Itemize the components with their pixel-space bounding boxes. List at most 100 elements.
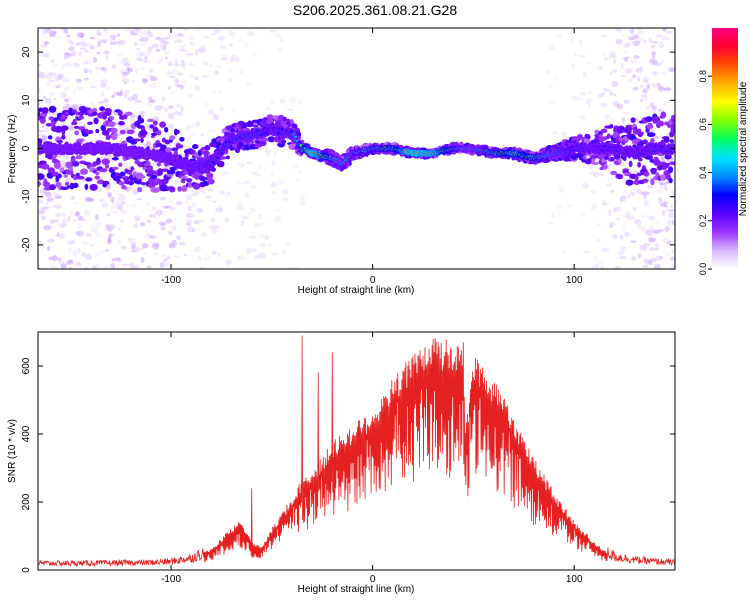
spectrogram-noise-speck — [75, 262, 82, 267]
spectrogram-noise-speck — [619, 234, 624, 240]
spectrogram-noise-speck — [668, 208, 675, 213]
spectrogram-noise-speck — [207, 198, 212, 203]
spectrogram-noise-speck — [213, 69, 220, 75]
spectrogram-noise-speck — [209, 224, 217, 230]
spectrogram-blob — [189, 149, 196, 154]
spectrogram-noise-speck — [659, 182, 667, 186]
spectrogram-noise-speck — [247, 31, 254, 37]
spectrogram-noise-speck — [624, 68, 633, 74]
spectrogram-noise-speck — [99, 199, 104, 203]
spectrogram-noise-speck — [667, 212, 675, 219]
spectrogram-noise-speck — [174, 103, 182, 108]
spectrogram-noise-speck — [96, 51, 101, 55]
spectrogram-noise-speck — [183, 253, 188, 257]
spectrogram-blob — [59, 115, 68, 120]
spectrogram-noise-speck — [244, 193, 250, 198]
spectrogram-noise-speck — [71, 195, 75, 201]
spectrogram-noise-speck — [143, 59, 148, 64]
spectrogram-blob — [122, 176, 131, 181]
spectrogram-noise-speck — [651, 55, 656, 59]
spectrogram-noise-speck — [658, 228, 664, 233]
spectrogram-noise-speck — [622, 225, 627, 232]
spectrogram-blob — [669, 161, 675, 166]
spectrogram-noise-speck — [604, 113, 610, 120]
spectrogram-noise-speck — [167, 231, 173, 236]
spectrogram-noise-speck — [670, 190, 675, 194]
spectrogram-blob — [666, 162, 671, 166]
snr-frame — [37, 331, 676, 571]
spectrogram-noise-speck — [548, 44, 556, 51]
spectrogram-noise-speck — [48, 79, 55, 83]
y-tick-label: 600 — [21, 357, 32, 374]
spectrogram-blob — [133, 138, 141, 142]
spectrogram-noise-speck — [660, 59, 664, 64]
spectrogram-blob — [72, 118, 77, 125]
spectrogram-blob — [164, 127, 169, 133]
spectrogram-noise-speck — [179, 45, 186, 48]
spectrogram-noise-speck — [637, 76, 641, 82]
spectrogram-noise-speck — [631, 255, 637, 262]
spectrogram-blob — [632, 144, 637, 148]
spectrogram-noise-speck — [100, 91, 104, 97]
spectrogram-noise-speck — [109, 203, 118, 210]
spectrogram-noise-speck — [232, 154, 237, 158]
spectrogram-noise-speck — [124, 89, 130, 95]
spectrogram-noise-speck — [620, 245, 627, 252]
spectrogram-noise-speck — [142, 243, 149, 249]
spectrogram-noise-speck — [632, 74, 637, 79]
spectrogram-noise-speck — [552, 130, 558, 135]
spectrogram-noise-speck — [68, 240, 73, 245]
spectrogram-blob — [99, 106, 105, 112]
y-tick-label: 20 — [21, 46, 32, 58]
spectrogram-noise-speck — [185, 222, 192, 226]
spectrogram-blob — [60, 125, 69, 131]
spectrogram-blob — [96, 161, 101, 165]
spectrogram-noise-speck — [59, 233, 65, 240]
spectrogram-noise-speck — [579, 92, 587, 96]
spectrogram-blob — [49, 184, 56, 191]
spectrogram-blob — [668, 178, 673, 184]
spectrogram-noise-speck — [640, 226, 647, 233]
spectrogram-noise-speck — [663, 204, 669, 208]
spectrogram-noise-speck — [54, 35, 62, 39]
spectrogram-noise-speck — [130, 117, 135, 123]
spectrogram-noise-speck — [130, 241, 137, 245]
spectrogram-noise-speck — [65, 103, 70, 110]
spectrogram-noise-speck — [201, 75, 210, 79]
spectrogram-noise-speck — [64, 61, 72, 68]
spectrogram-noise-speck — [582, 71, 587, 78]
spectrogram-noise-speck — [193, 220, 200, 225]
spectrogram-noise-speck — [142, 78, 148, 82]
spectrogram-noise-speck — [160, 226, 166, 231]
spectrogram-noise-speck — [146, 219, 152, 223]
spectrogram-noise-speck — [656, 82, 661, 87]
snr-ylabel: SNR (10 * v/v) — [7, 419, 18, 483]
spectrogram-noise-speck — [231, 108, 239, 113]
spectrogram-noise-speck — [159, 196, 167, 201]
spectrogram-blob — [664, 137, 670, 143]
spectrogram-noise-speck — [174, 77, 179, 84]
x-tick-label: 100 — [566, 275, 583, 286]
spectrogram-noise-speck — [119, 209, 128, 215]
spectrogram-blob — [60, 186, 69, 190]
spectrogram-noise-speck — [643, 243, 650, 247]
spectrogram-noise-speck — [601, 92, 606, 95]
spectrogram-noise-speck — [38, 100, 43, 105]
spectrogram-noise-speck — [117, 227, 122, 231]
spectrogram-noise-speck — [50, 60, 55, 63]
spectrogram-noise-speck — [652, 70, 659, 77]
spectrogram-blob — [57, 173, 62, 179]
spectrogram-noise-speck — [110, 196, 115, 204]
spectrogram-blob — [53, 162, 61, 170]
spectrogram-blob — [282, 116, 287, 123]
spectrogram-blob — [617, 158, 622, 164]
spectrogram-noise-speck — [98, 101, 104, 104]
spectrogram-noise-speck — [148, 99, 156, 103]
spectrogram-noise-speck — [221, 54, 229, 59]
spectrogram-blob — [637, 161, 642, 168]
spectrogram-noise-speck — [198, 256, 202, 262]
spectrogram-noise-speck — [105, 29, 111, 35]
spectrogram-blob — [637, 128, 642, 133]
